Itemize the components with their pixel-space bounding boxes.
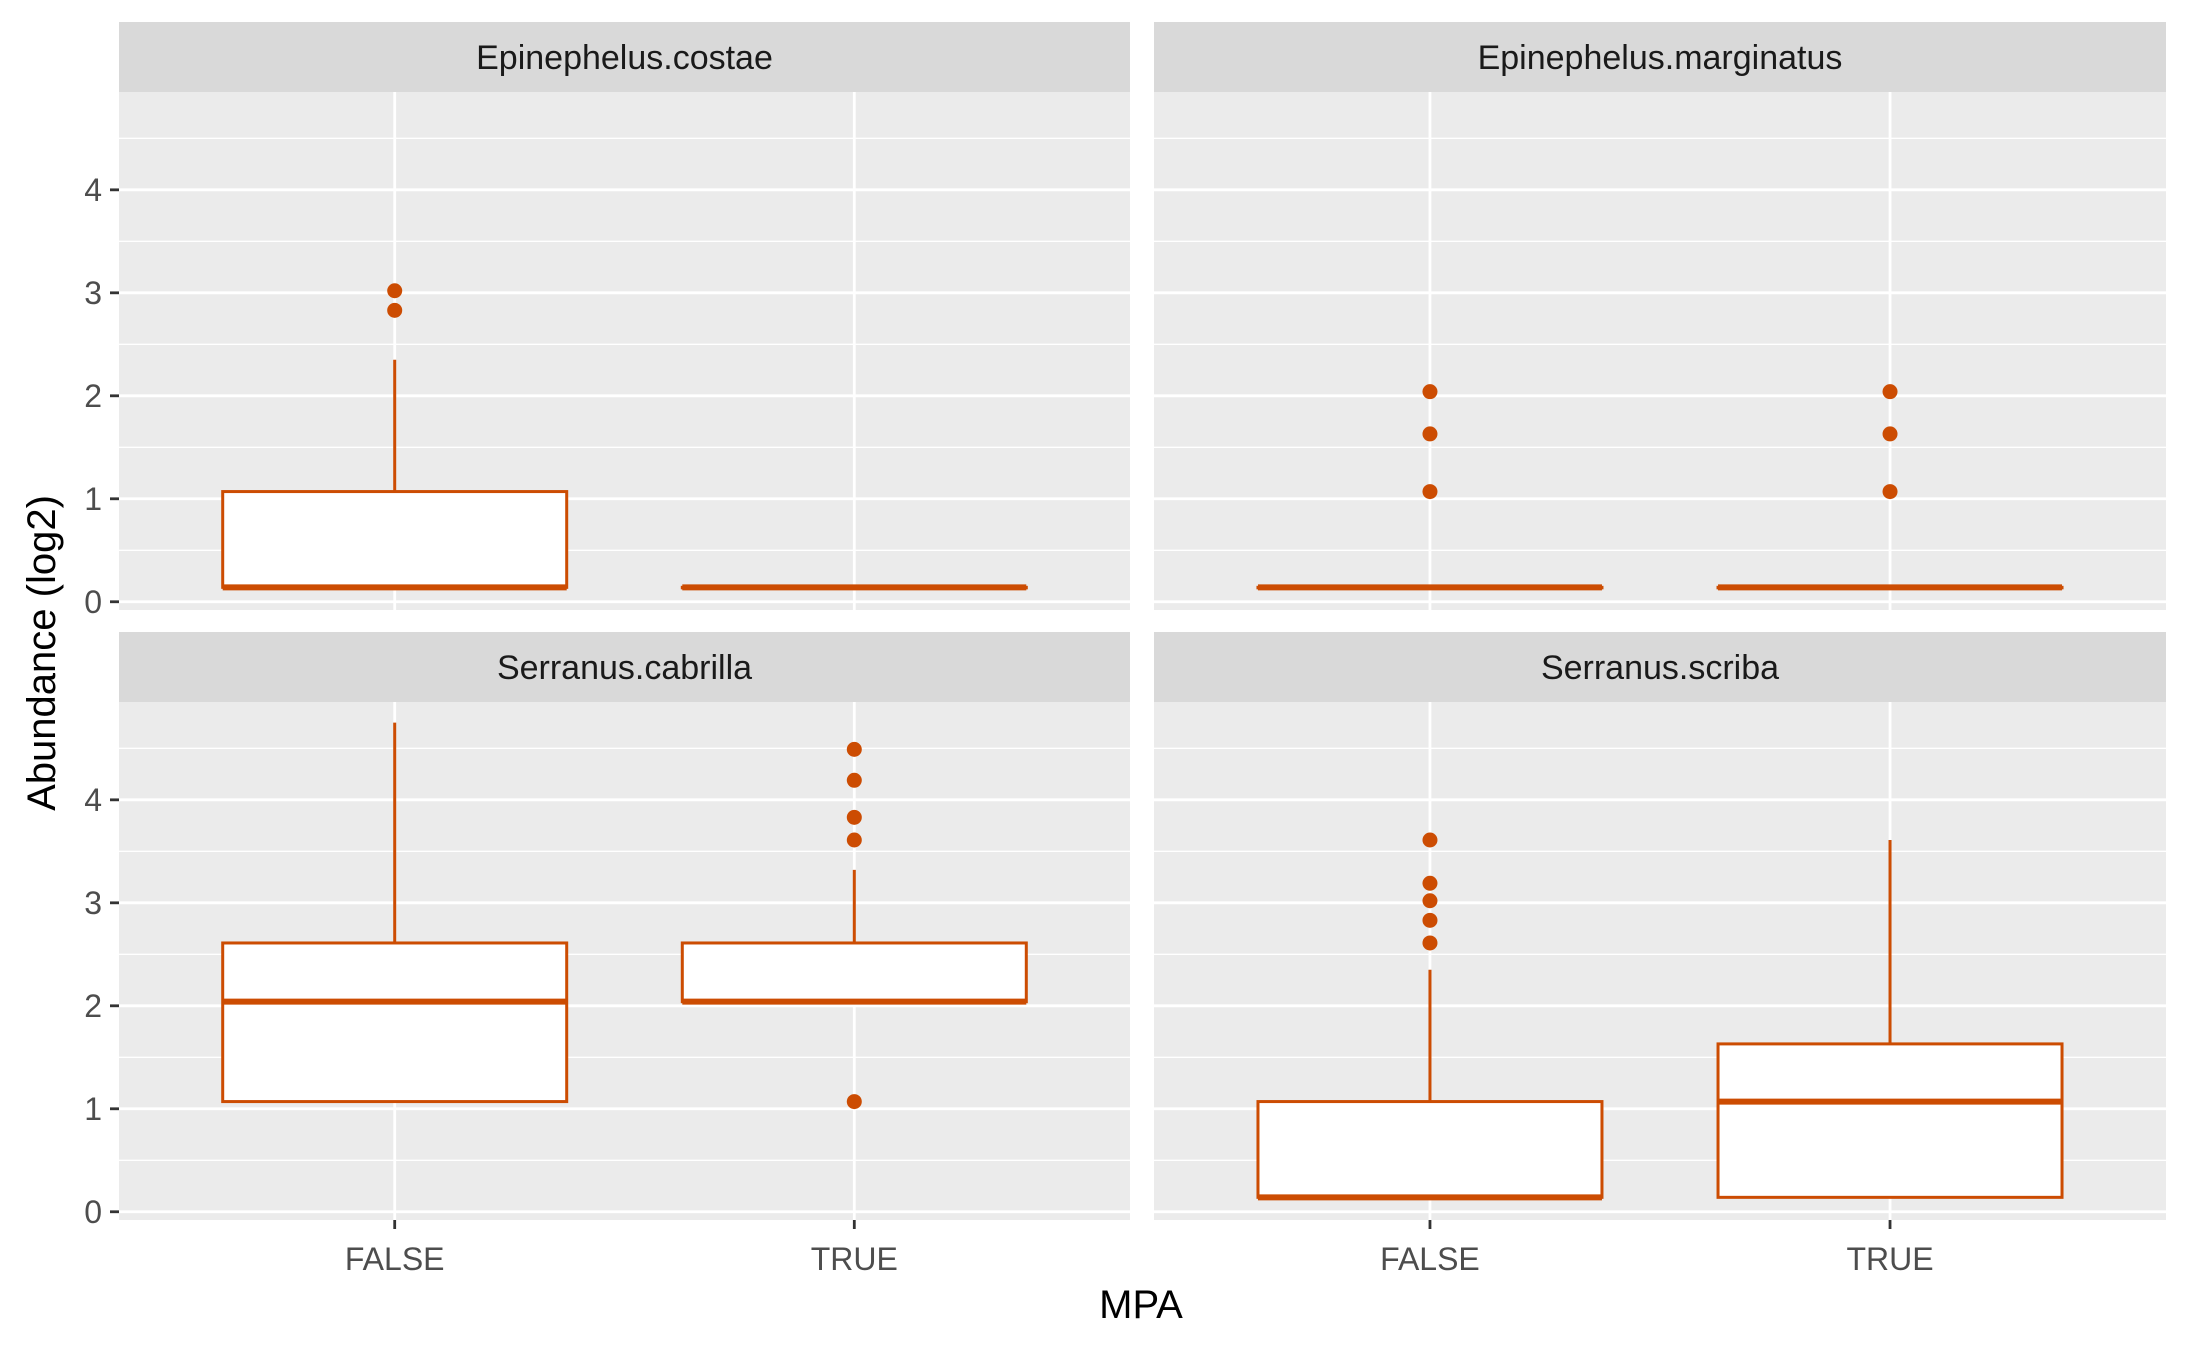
facet-strip — [119, 632, 1130, 702]
outlier-point — [1882, 484, 1898, 500]
y-tick-label: 0 — [84, 584, 102, 620]
facet-title: Serranus.scriba — [1541, 649, 1779, 687]
box — [1256, 1100, 1604, 1199]
outlier-point — [1422, 893, 1438, 909]
x-axis-title: MPA — [1099, 1283, 1183, 1327]
box-group — [1256, 384, 1604, 591]
box-group — [1716, 839, 2064, 1199]
outlier-point — [846, 741, 862, 757]
facet-strip — [1154, 22, 2166, 92]
box — [680, 941, 1028, 1004]
box-group — [680, 584, 1028, 591]
x-tick-label: TRUE — [1846, 1241, 1933, 1277]
outlier-point — [846, 772, 862, 788]
facet-title: Epinephelus.marginatus — [1478, 39, 1843, 77]
facet-strip — [1154, 632, 2166, 702]
y-tick-label: 3 — [84, 885, 102, 921]
outlier-point — [1422, 935, 1438, 951]
box — [221, 490, 569, 589]
outlier-point — [846, 809, 862, 825]
facet-panel: Serranus.scriba FALSE TRUE — [1154, 632, 2166, 1277]
outlier-point — [1422, 426, 1438, 442]
y-tick-label: 4 — [84, 782, 102, 818]
x-tick-label: FALSE — [345, 1241, 445, 1277]
y-tick-label: 0 — [84, 1194, 102, 1230]
facet-panel: Epinephelus.marginatus — [1154, 22, 2166, 610]
y-tick-label: 2 — [84, 378, 102, 414]
facet-panel: Serranus.cabrilla 0 1 2 3 4 FALSE TRUE — [84, 632, 1130, 1277]
y-tick-label: 1 — [84, 1091, 102, 1127]
facet-strip — [119, 22, 1130, 92]
facet-title: Epinephelus.costae — [476, 39, 773, 77]
outlier-point — [1422, 384, 1438, 400]
y-tick-label: 2 — [84, 988, 102, 1024]
outlier-point — [1422, 875, 1438, 891]
outlier-point — [846, 1094, 862, 1110]
panel-background — [1154, 92, 2166, 610]
outlier-point — [1882, 426, 1898, 442]
facet-panel: Epinephelus.costae 0 1 2 3 4 — [84, 22, 1130, 620]
box-group — [680, 741, 1028, 1110]
y-tick-label: 3 — [84, 275, 102, 311]
box-group — [221, 283, 569, 591]
y-tick-label: 1 — [84, 481, 102, 517]
outlier-point — [1422, 912, 1438, 928]
box — [1716, 1042, 2064, 1199]
x-tick-label: FALSE — [1380, 1241, 1480, 1277]
panels-layer: Epinephelus.costae 0 1 2 3 4 Epinephelus.margi… — [84, 22, 2166, 1277]
box — [221, 941, 569, 1104]
outlier-point — [846, 832, 862, 848]
facet-title: Serranus.cabrilla — [497, 649, 752, 687]
outlier-point — [387, 283, 403, 299]
y-axis-title: Abundance (log2) — [20, 495, 64, 811]
box-group — [1716, 384, 2064, 591]
outlier-point — [1422, 484, 1438, 500]
x-tick-label: TRUE — [811, 1241, 898, 1277]
outlier-point — [1422, 832, 1438, 848]
box-group — [1256, 832, 1604, 1201]
y-tick-label: 4 — [84, 172, 102, 208]
outlier-point — [1882, 384, 1898, 400]
box-group — [221, 722, 569, 1104]
outlier-point — [387, 302, 403, 318]
